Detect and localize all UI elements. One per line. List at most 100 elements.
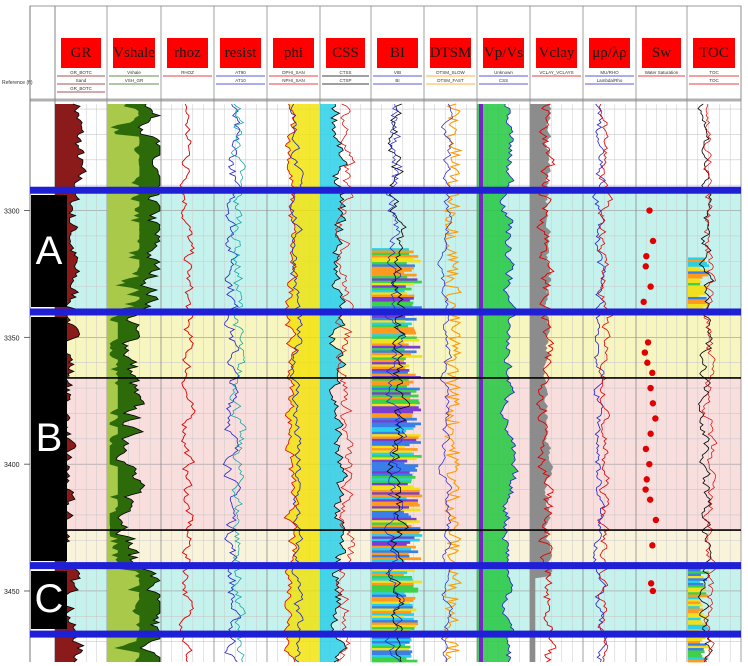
bi-band [372,555,410,558]
bi-band [372,471,410,475]
bi-band [372,380,414,384]
bi-band [372,638,412,642]
bi-band [372,469,418,472]
bi-band [372,427,414,430]
bi-band [372,550,419,554]
header-curve-name: Unknown [494,70,513,75]
zone-boundary-line [30,186,741,194]
bi-band [372,596,416,600]
bi-band [372,262,407,265]
bi-band [372,250,414,254]
track-title-9: Vclay [536,38,577,68]
track-title-3: resist [220,38,261,68]
toc-band [688,622,705,626]
header-curve-name: DPHI_SAN [282,70,305,75]
sw-point [642,263,649,270]
bi-band [372,520,420,523]
header-curve-name: DTSM_SLOW [436,70,465,75]
bi-band [372,645,411,649]
bi-band [372,417,417,421]
toc-band [688,638,703,642]
toc-band [688,655,703,658]
header-curve-name: Vshale [127,70,141,75]
bi-band [372,480,412,484]
toc-band [688,271,710,275]
bi-band [372,389,417,393]
toc-band [688,264,710,268]
bi-band [372,343,409,347]
header-curve-name: TOC [709,70,719,75]
zone-boundary-line [30,308,741,316]
bi-band [372,264,415,268]
bi-band [372,331,417,335]
bi-band [372,322,412,326]
toc-band [688,580,700,584]
toc-band [688,613,704,616]
bi-band [372,450,412,454]
depth-tick-label: 3450 [4,589,20,596]
bi-band [372,392,411,396]
bi-band [372,587,419,591]
toc-band [688,259,705,263]
depth-axis-label: Reference (ft) [2,80,33,86]
bi-band [372,355,423,358]
toc-band [688,599,700,602]
bi-band [372,401,420,405]
sw-point [652,415,659,422]
bi-band [372,403,417,407]
bi-band [372,508,421,512]
bi-band [372,320,406,323]
sw-point [641,349,649,356]
bi-band [372,290,405,293]
bi-band [372,443,410,447]
header-curve-name: GR_BOTC [70,70,93,75]
bi-band [372,492,420,495]
toc-band [688,641,701,644]
bi-band [372,371,408,375]
sw-point [640,298,647,306]
toc-band [688,643,707,647]
bi-band [372,603,413,607]
toc-band [688,278,700,282]
toc-band [688,615,708,619]
zone-boundary-line [30,562,741,570]
sw-point [647,580,655,587]
bi-band [372,482,408,486]
toc-band [688,603,703,607]
toc-band [688,266,700,270]
toc-band [688,299,708,303]
bi-band [372,494,423,498]
zone-boundary-line [30,630,741,638]
bi-band [372,496,407,500]
header-curve-name: CTSS [339,70,351,75]
toc-band [688,620,702,623]
bi-band [372,299,411,303]
bi-band [372,627,415,630]
bi-band [372,615,404,619]
sw-point [642,445,650,453]
header-curve-name: AT10 [235,78,246,83]
bi-band [372,415,413,419]
bi-band [372,420,407,423]
phi-crossover-fill [283,104,320,662]
sw-point [643,476,650,483]
bi-band [372,487,421,491]
toc-band [688,608,704,612]
bi-band [372,424,416,428]
bi-band [372,366,406,370]
header-curve-name: VSH_GR [125,78,144,83]
bi-band [372,373,416,377]
sw-point [652,516,660,524]
bi-band [372,515,412,519]
bi-band [372,252,410,256]
bi-band [372,522,407,526]
bi-band [372,429,407,433]
header-curve-name: Water Saturation [645,70,679,75]
bi-band [372,352,412,356]
bi-band [372,436,419,440]
bi-band [372,582,414,586]
toc-band [688,280,702,284]
bi-band [372,348,405,351]
track-title-8: Vp/Vs [483,38,524,68]
